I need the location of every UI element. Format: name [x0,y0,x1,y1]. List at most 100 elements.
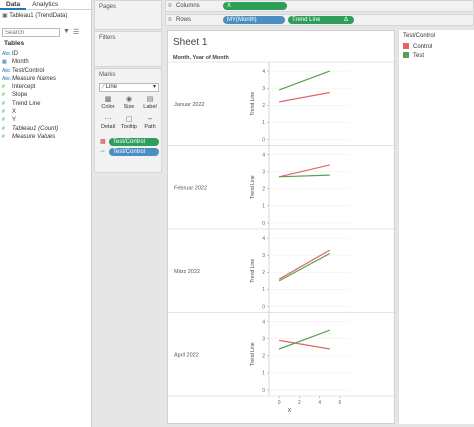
legend-swatch-test [403,52,409,59]
legend-label-test: Test [413,53,425,59]
field-item[interactable]: AbcMeasure Names [2,75,90,83]
dimension-type-icon: Abc [2,75,11,82]
field-label: Measure Names [12,75,57,82]
path-label: Path [144,124,156,130]
y-tick-label: 0 [262,388,265,394]
field-item[interactable]: # Tableau1 (Count) [2,125,90,133]
y-tick-label: 1 [262,204,265,210]
path-pill[interactable]: Test/Control [109,148,159,156]
detail-label: Detail [100,124,116,130]
y-tick-label: 1 [262,287,265,293]
path-icon: ∽ [147,116,153,123]
dimension-type-icon: Abc [2,51,11,57]
label-button[interactable]: ▤ Label [140,96,160,112]
y-tick-label: 4 [262,152,265,158]
datasource-item[interactable]: ▣ Tableau1 (TrendData) [2,12,90,21]
field-item[interactable]: AbcID [2,50,90,58]
color-icon: ▩ [104,96,112,103]
trend-line-test[interactable] [279,174,330,178]
y-axis-title: Trend Line [250,175,256,199]
field-item[interactable]: # Measure Values [2,133,90,141]
y-tick-label: 1 [262,120,265,126]
field-item[interactable]: # Y [2,116,90,124]
field-label: Y [12,117,17,124]
filter-icon[interactable]: ▼ [63,28,70,35]
legend-title: Test/Control [403,33,436,39]
tooltip-button[interactable]: ▢ Tooltip [119,116,139,132]
field-item[interactable]: # Intercept [2,83,90,91]
field-label: Trend Line [12,100,41,107]
rows-pill-trend-line[interactable]: Trend Line [288,16,354,24]
field-item[interactable]: # Slope [2,91,90,99]
field-label: Test/Control [12,67,45,74]
trend-line-control[interactable] [278,339,330,350]
legend-item-test[interactable]: Test [403,52,424,60]
field-item[interactable]: # Trend Line [2,100,90,108]
panel-row-label: Februar 2022 [174,185,207,191]
field-item[interactable]: AbcTest/Control [2,67,90,75]
measure-type-icon: # [2,100,5,107]
columns-shelf[interactable]: ≡ Columns X [165,0,474,12]
field-label: Measure Values [12,133,56,140]
measure-type-icon: # [2,109,5,116]
mark-type-value: Line [105,84,118,90]
pages-shelf[interactable]: Pages [94,0,162,30]
color-button[interactable]: ▩ Color [98,96,118,112]
size-button[interactable]: ◉ Size [119,96,139,112]
field-label: X [12,109,17,116]
field-label: Slope [12,92,28,99]
label-icon: ▤ [146,96,154,103]
trend-line-control[interactable] [278,164,330,178]
columns-label: Columns [176,3,200,9]
tab-data[interactable]: Data [0,0,27,10]
data-pane-tabs: Data Analytics [0,0,92,10]
field-item[interactable]: ▦ Month [2,58,90,66]
mark-type-select[interactable]: ∕ Line ▾ [99,83,159,92]
tab-analytics[interactable]: Analytics [32,1,59,8]
database-icon: ▣ [2,13,8,19]
rows-pill-month[interactable]: MY(Month) [223,16,285,24]
x-tick-label: 6 [338,400,341,406]
color-pill[interactable]: Test/Control [109,138,159,146]
tooltip-icon: ▢ [125,116,133,123]
view-toggle-icon[interactable]: ☰ [73,29,80,36]
legend-item-control[interactable]: Control [403,43,432,51]
y-axis-title: Trend Line [250,342,256,366]
field-item[interactable]: # X [2,108,90,116]
data-pane: Data Analytics ▣ Tableau1 (TrendData) ▼ … [0,0,92,427]
y-tick-label: 0 [262,304,265,310]
legend-label-control: Control [413,44,433,50]
label-label: Label [143,104,157,110]
filters-shelf[interactable]: Filters [94,31,162,67]
y-tick-label: 3 [262,86,265,92]
y-tick-label: 4 [262,236,265,242]
x-tick-label: 4 [318,400,321,406]
path-button[interactable]: ∽ Path [140,116,160,132]
trend-line-test[interactable] [278,329,331,350]
y-tick-label: 4 [262,69,265,75]
detail-button[interactable]: ⋯ Detail [98,116,118,132]
measure-type-icon: # [2,84,5,91]
size-icon: ◉ [125,96,133,103]
trend-line-pill-delta-icon: Δ [344,17,349,23]
y-tick-label: 4 [262,319,265,325]
y-axis-title: Trend Line [250,92,256,116]
panel-row-label: April 2022 [174,352,199,358]
y-tick-label: 2 [262,270,265,276]
x-tick-label: 0 [278,400,281,406]
trend-line-control[interactable] [278,91,330,103]
rows-icon: ≡ [168,17,172,23]
color-encoding-icon: ▩ [100,139,106,145]
measure-type-icon: # [2,125,5,132]
dimension-type-icon: ▦ [2,59,7,66]
dimension-type-icon: Abc [2,67,11,74]
trend-line-control[interactable] [278,249,331,280]
search-input[interactable] [2,28,60,37]
tables-heading: Tables [4,40,25,47]
marks-label: Marks [99,72,116,78]
trend-line-test[interactable] [278,70,331,91]
columns-pill-x[interactable]: X [223,2,287,10]
rows-shelf[interactable]: ≡ Rows MY(Month) Trend Line Δ [165,14,474,26]
trend-line-test[interactable] [278,252,331,282]
field-label: ID [12,51,18,57]
